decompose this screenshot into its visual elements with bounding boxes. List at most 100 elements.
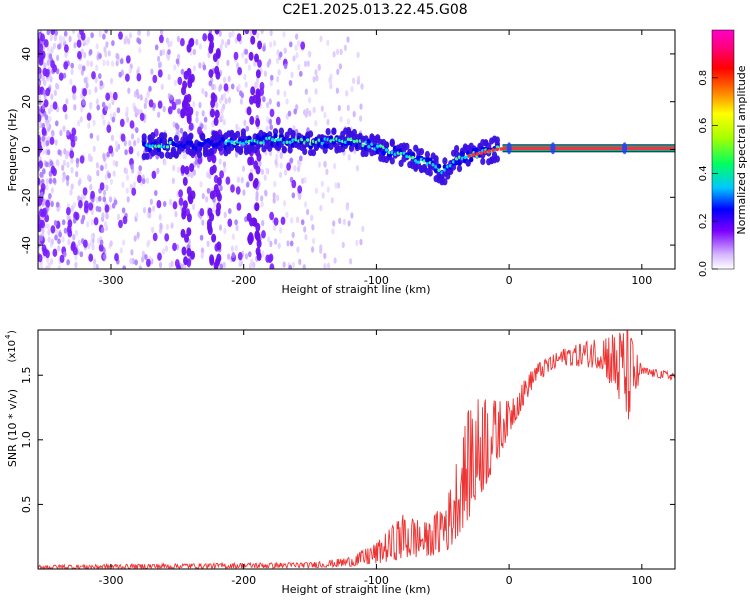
noise-blob [219,44,223,51]
noise-blob [219,170,225,179]
noise-blob [39,265,44,269]
noise-blob [267,236,271,243]
noise-blob [50,30,56,36]
noise-blob [40,191,44,198]
noise-blob [39,235,44,242]
noise-blob [220,38,225,46]
noise-blob [235,186,241,195]
noise-blob [297,40,301,47]
noise-blob [123,38,127,45]
noise-blob [102,119,106,126]
noise-blob [45,184,49,191]
noise-blob [301,177,305,185]
noise-blob [124,149,128,156]
noise-blob [347,154,351,161]
colorbar-ticks: 0.0 0.2 0.4 0.6 0.8 [698,70,718,277]
noise-blob [332,162,337,170]
noise-blob [38,177,41,186]
noise-blob [285,211,289,218]
noise-blob [192,48,196,56]
noise-blob [57,43,61,50]
noise-blob [106,151,110,158]
noise-blob [53,89,58,97]
noise-blob [104,30,108,34]
noise-blob [81,214,86,221]
noise-blob [98,30,102,38]
noise-blob [146,91,150,99]
noise-blob [77,179,81,187]
noise-blob [150,68,154,75]
noise-blob [223,211,227,219]
noise-streak-blob [216,202,222,212]
noise-blob [38,73,42,80]
noise-blob [177,76,183,86]
noise-blob [177,98,182,105]
noise-blob [50,238,55,245]
x-tick-label: -100 [364,574,389,587]
signal-blob-outer [442,178,448,186]
noise-blob [173,64,177,71]
noise-blob [50,93,54,101]
noise-blob [291,231,295,239]
noise-blob [163,159,167,166]
noise-blob [314,69,318,76]
snr-background [38,330,675,569]
signal-blob-peak [416,160,421,164]
noise-blob [306,208,310,216]
noise-blob [266,116,270,123]
noise-blob [297,64,301,71]
noise-blob [260,168,264,176]
snr-scale-label: (x10 [7,340,18,363]
noise-blob [96,169,100,177]
noise-blob [249,30,253,37]
noise-streak-blob [181,210,187,220]
noise-blob [291,179,297,189]
noise-blob [236,176,240,183]
noise-blob [38,43,44,52]
noise-blob [63,251,67,258]
noise-blob [239,90,243,97]
noise-blob [46,257,50,264]
noise-blob [55,120,59,127]
noise-blob [311,224,315,231]
noise-blob [115,140,119,147]
noise-blob [201,110,205,117]
noise-blob [299,155,303,162]
noise-blob [47,236,51,243]
noise-blob [133,139,137,147]
carrier-blip [622,142,628,155]
noise-blob [52,248,58,257]
noise-blob [64,113,68,120]
noise-blob [75,157,80,164]
noise-blob [272,197,276,204]
signal-blob-outer [383,141,390,149]
noise-blob [198,101,202,109]
noise-blob [199,181,203,188]
noise-streak-blob [190,190,196,200]
noise-blob [276,76,280,83]
noise-streak-blob [255,90,261,100]
noise-blob [82,65,86,72]
noise-blob [172,164,176,172]
noise-blob [77,63,81,71]
noise-blob [326,118,330,126]
noise-blob [336,182,341,189]
noise-blob [96,104,100,111]
noise-blob [230,184,235,193]
noise-blob [170,222,174,229]
noise-blob [201,87,205,95]
noise-blob [160,30,164,36]
noise-blob [157,55,161,63]
noise-blob [59,129,63,137]
noise-blob [172,242,177,252]
noise-blob [105,212,109,219]
noise-blob [38,37,41,47]
noise-blob [63,30,68,37]
signal-blob-outer [322,146,328,154]
noise-blob [89,132,94,139]
noise-blob [125,187,129,194]
colorbar-gradient [712,30,734,269]
noise-blob [199,234,204,241]
noise-blob [283,63,288,70]
signal-blob-outer [272,128,279,136]
